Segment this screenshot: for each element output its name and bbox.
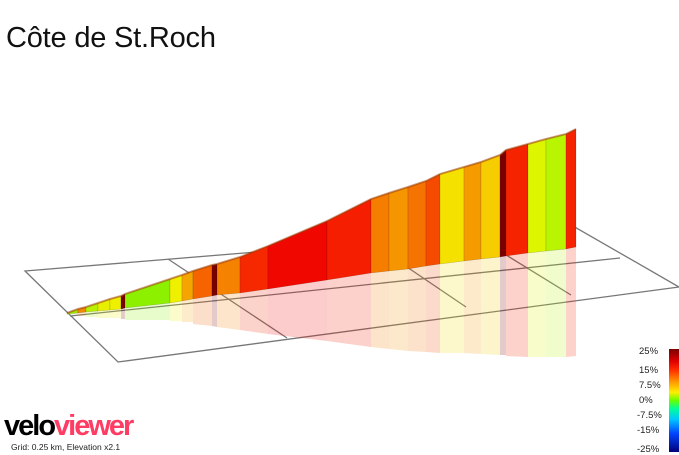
legend-color-bar [669, 349, 679, 452]
legend-label-0: 0% [639, 395, 653, 406]
page-title: Côte de St.Roch [6, 22, 216, 54]
profile-top-edge [66, 128, 577, 314]
legend-label-neg-25: -25% [637, 444, 660, 455]
legend-label-neg-15: -15% [637, 425, 660, 436]
veloviewer-logo: veloviewer [4, 410, 134, 442]
logo-velo: velo [4, 410, 56, 442]
profile-reflection [67, 247, 576, 357]
legend-label-neg-7-5: -7.5% [637, 410, 662, 421]
gradient-legend: 25% 15% 7.5% 0% -7.5% -15% -25% [612, 343, 679, 455]
legend-label-15: 15% [639, 365, 659, 376]
logo-viewer: viewer [54, 410, 134, 442]
legend-label-25: 25% [639, 346, 659, 357]
grid-scale-note: Grid: 0.25 km, Elevation x2.1 [11, 442, 121, 452]
legend-label-7-5: 7.5% [639, 380, 661, 391]
